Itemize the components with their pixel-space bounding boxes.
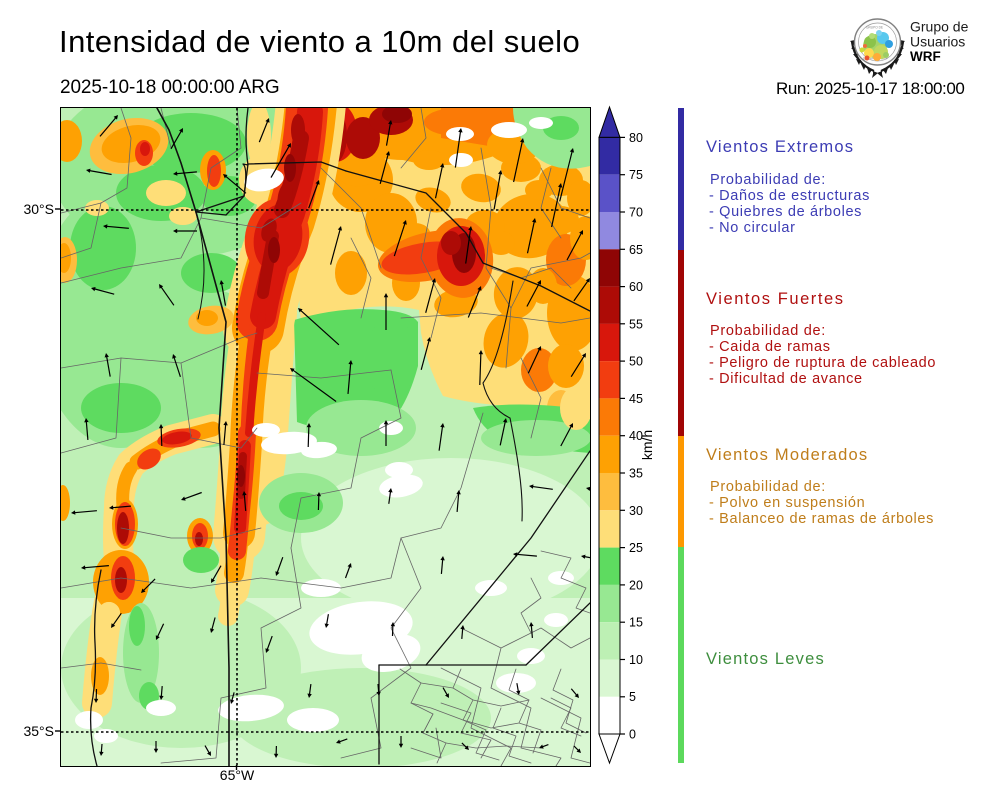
svg-text:80: 80 [629, 131, 643, 145]
svg-text:20: 20 [629, 578, 643, 592]
svg-text:Usuarios: Usuarios [910, 34, 965, 50]
svg-text:5: 5 [629, 690, 636, 704]
svg-text:50: 50 [629, 355, 643, 369]
svg-text:75: 75 [629, 168, 643, 182]
svg-text:10: 10 [629, 653, 643, 667]
svg-text:WRF: WRF [910, 49, 941, 64]
svg-text:45: 45 [629, 392, 643, 406]
svg-text:40: 40 [629, 429, 643, 443]
svg-text:Grupo de: Grupo de [910, 19, 969, 35]
svg-text:25: 25 [629, 541, 643, 555]
svg-text:GRUPO DE: GRUPO DE [866, 26, 883, 30]
svg-text:60: 60 [629, 280, 643, 294]
svg-text:km/h: km/h [639, 430, 655, 460]
svg-text:35: 35 [629, 467, 643, 481]
svg-text:55: 55 [629, 317, 643, 331]
svg-text:15: 15 [629, 616, 643, 630]
svg-text:0: 0 [629, 728, 636, 742]
svg-text:30: 30 [629, 504, 643, 518]
svg-text:70: 70 [629, 206, 643, 220]
svg-text:65: 65 [629, 243, 643, 257]
